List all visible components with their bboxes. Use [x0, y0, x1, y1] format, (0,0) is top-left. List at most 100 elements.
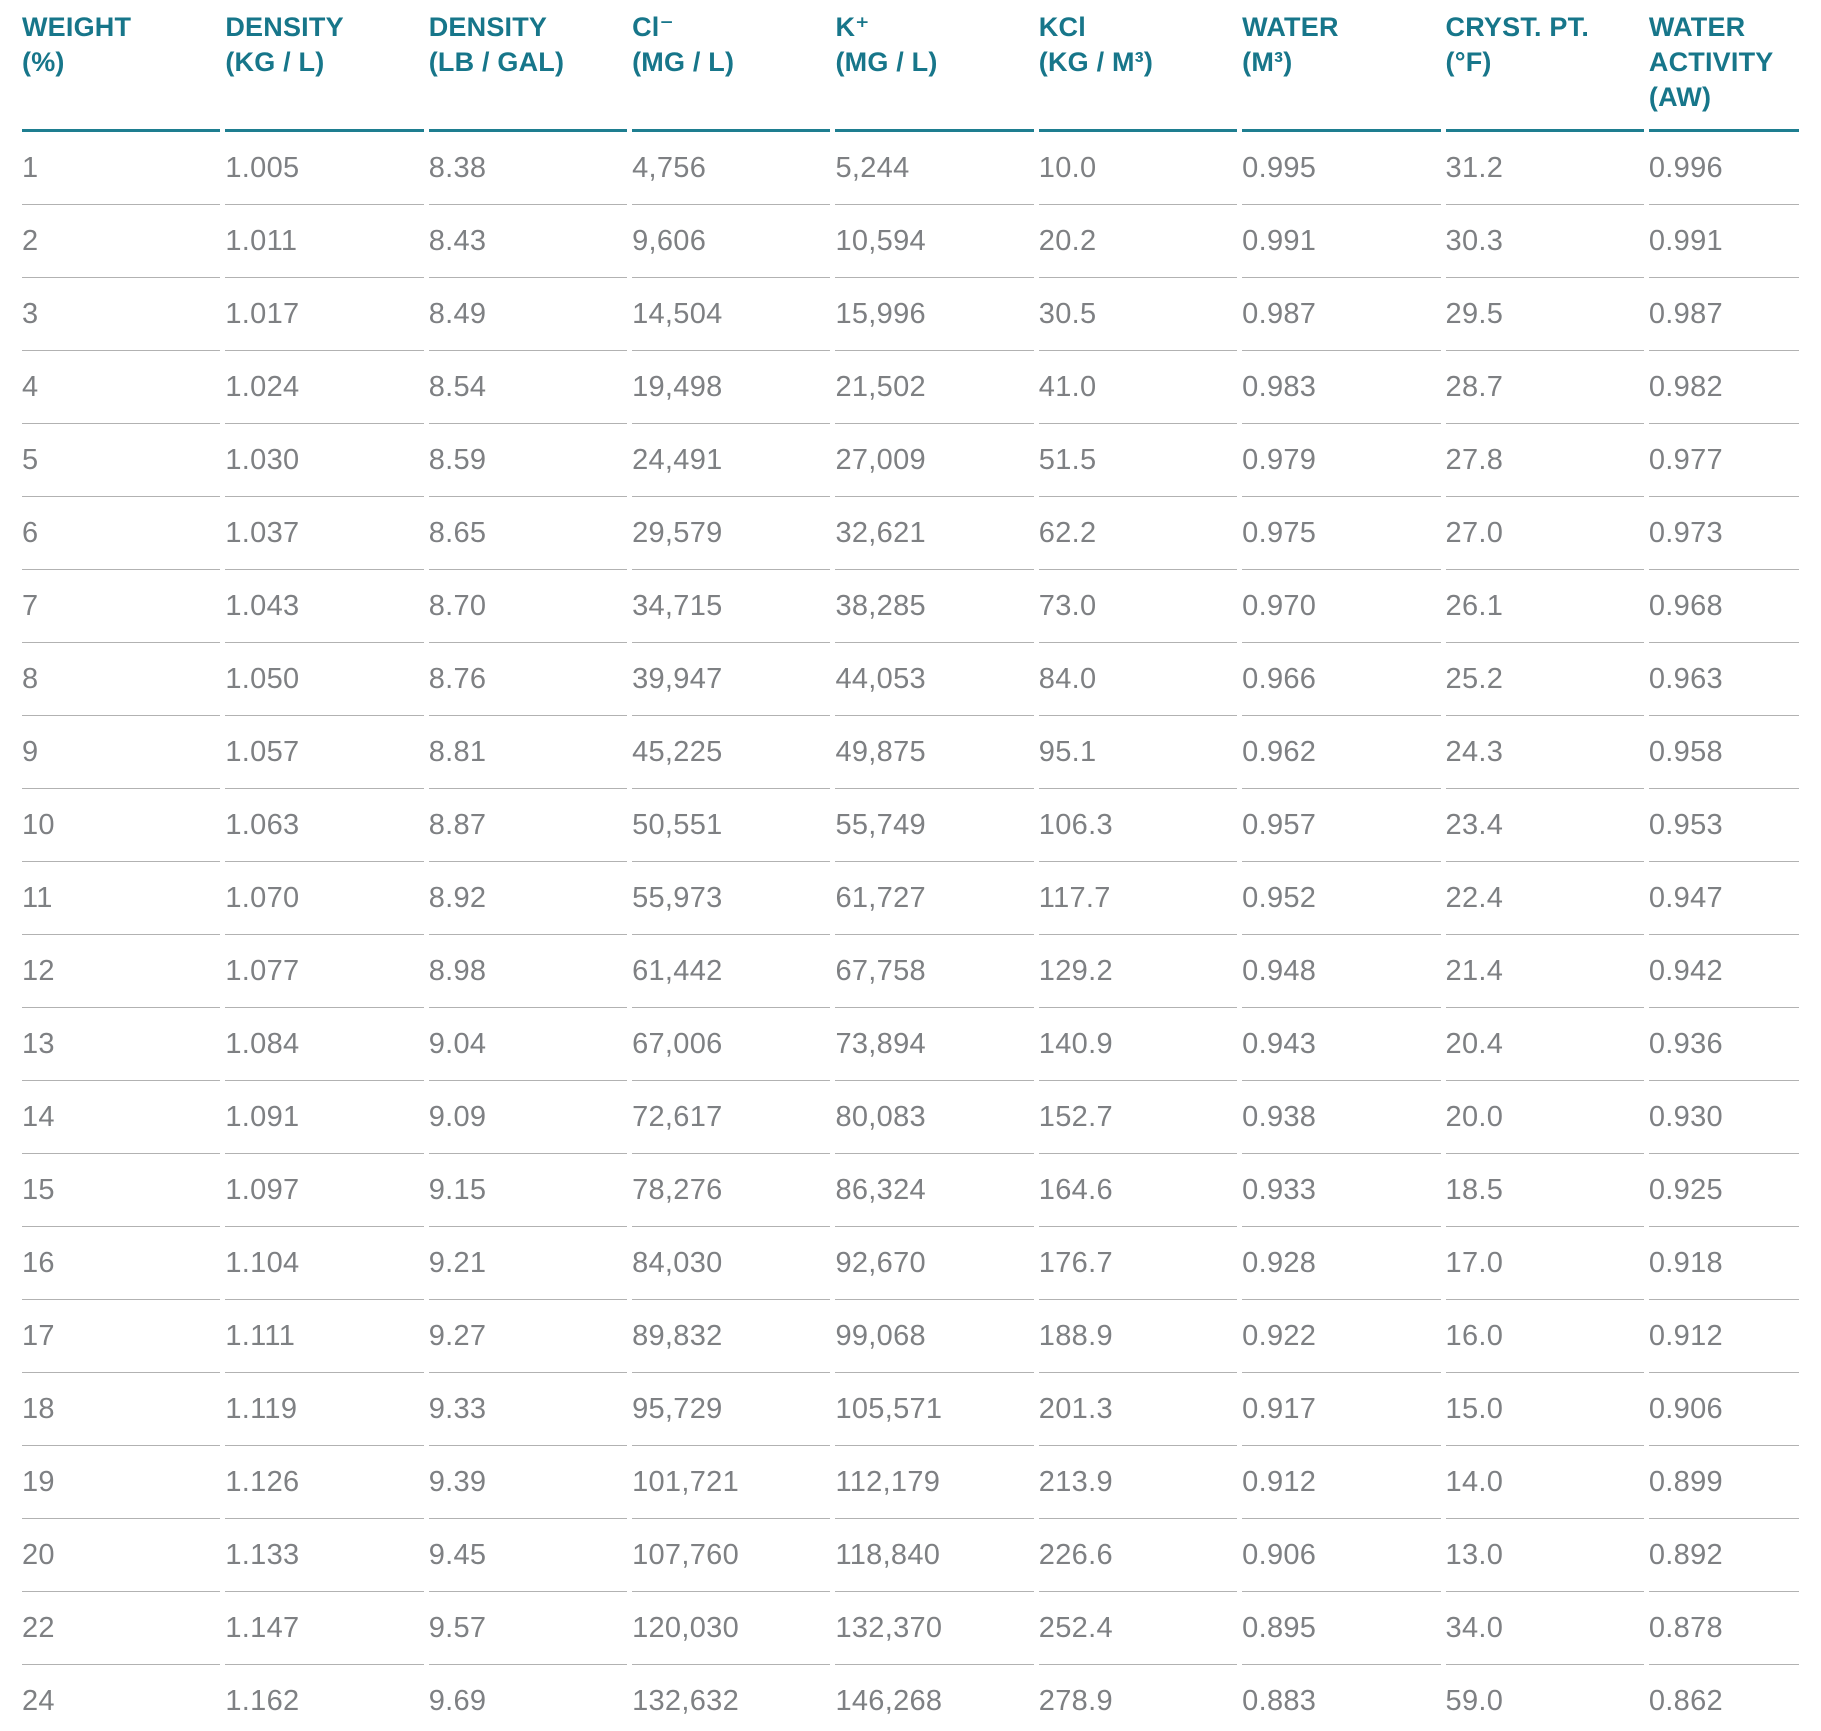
- cell-weight: 24: [22, 1665, 220, 1731]
- cell-k: 10,594: [835, 205, 1034, 278]
- column-header-cryst-pt: CRYST. PT. (°F): [1445, 0, 1644, 132]
- cell-cryst-pt: 16.0: [1445, 1300, 1644, 1373]
- cell-k: 44,053: [835, 643, 1034, 716]
- column-header-cl-line: (MG / L): [632, 47, 735, 77]
- cell-cryst-pt: 26.1: [1445, 570, 1644, 643]
- cell-water: 0.991: [1242, 205, 1441, 278]
- cell-kcl: 41.0: [1038, 351, 1238, 424]
- cell-density-lb-gal: 9.57: [428, 1592, 628, 1665]
- cell-water-activity: 0.968: [1648, 570, 1799, 643]
- cell-density-kg-l: 1.037: [225, 497, 424, 570]
- cell-k: 118,840: [835, 1519, 1034, 1592]
- cell-density-lb-gal: 9.15: [428, 1154, 628, 1227]
- cell-water-activity: 0.918: [1648, 1227, 1799, 1300]
- cell-water: 0.987: [1242, 278, 1441, 351]
- cell-cryst-pt: 34.0: [1445, 1592, 1644, 1665]
- cell-weight: 9: [22, 716, 221, 789]
- cell-k: 112,179: [835, 1446, 1034, 1519]
- cell-water-activity: 0.947: [1648, 862, 1799, 935]
- cell-density-kg-l: 1.057: [225, 716, 424, 789]
- column-header-density-lb-gal-line: (LB / GAL): [428, 47, 565, 77]
- column-header-k-line: (MG / L): [835, 47, 938, 77]
- column-header-water-activity-line: WATER: [1648, 12, 1746, 42]
- cell-cryst-pt: 30.3: [1445, 205, 1644, 278]
- table-row: 11 1.070 8.92 55,973 61,727 117.7 0.952 22.4 0.9…: [22, 862, 1799, 935]
- cell-cryst-pt: 20.4: [1445, 1008, 1644, 1081]
- cell-cryst-pt: 24.3: [1445, 716, 1644, 789]
- cell-weight: 2: [22, 205, 221, 278]
- table-row: 20 1.133 9.45 107,760 118,840 226.6 0.906 13.0 0…: [22, 1519, 1799, 1592]
- cell-density-kg-l: 1.030: [225, 424, 424, 497]
- cell-water: 0.983: [1242, 351, 1441, 424]
- cell-density-kg-l: 1.063: [225, 789, 424, 862]
- cell-kcl: 30.5: [1038, 278, 1238, 351]
- cell-water-activity: 0.982: [1648, 351, 1799, 424]
- cell-density-lb-gal: 9.27: [428, 1300, 628, 1373]
- cell-k: 99,068: [835, 1300, 1034, 1373]
- cell-kcl: 164.6: [1038, 1154, 1238, 1227]
- cell-cryst-pt: 27.8: [1445, 424, 1644, 497]
- cell-density-lb-gal: 9.09: [428, 1081, 628, 1154]
- cell-water-activity: 0.963: [1648, 643, 1799, 716]
- table-row: 15 1.097 9.15 78,276 86,324 164.6 0.933 18.5 0.9…: [22, 1154, 1799, 1227]
- cell-cl: 55,973: [632, 862, 831, 935]
- cell-cl: 34,715: [632, 570, 831, 643]
- cell-kcl: 129.2: [1038, 935, 1238, 1008]
- cell-cryst-pt: 15.0: [1445, 1373, 1644, 1446]
- table-row: 9 1.057 8.81 45,225 49,875 95.1 0.962 24.3 0.958: [22, 716, 1799, 789]
- cell-density-kg-l: 1.091: [225, 1081, 424, 1154]
- cell-weight: 1: [22, 132, 221, 205]
- cell-kcl: 10.0: [1038, 132, 1238, 205]
- cell-k: 32,621: [835, 497, 1034, 570]
- cell-density-lb-gal: 8.38: [428, 132, 628, 205]
- cell-k: 132,370: [835, 1592, 1034, 1665]
- cell-water-activity: 0.973: [1648, 497, 1799, 570]
- cell-k: 21,502: [835, 351, 1034, 424]
- cell-weight: 12: [22, 935, 221, 1008]
- cell-cryst-pt: 18.5: [1445, 1154, 1644, 1227]
- column-header-water-line: (M³): [1242, 47, 1293, 77]
- cell-density-kg-l: 1.084: [225, 1008, 424, 1081]
- header-row: WEIGHT (%) DENSITY (KG / L) DENSITY (LB / GAL…: [22, 0, 1799, 132]
- table-row: 5 1.030 8.59 24,491 27,009 51.5 0.979 27.8 0.977: [22, 424, 1799, 497]
- table-row: 22 1.147 9.57 120,030 132,370 252.4 0.895 34.0 0…: [22, 1592, 1799, 1665]
- cell-cl: 72,617: [632, 1081, 831, 1154]
- cell-water-activity: 0.925: [1648, 1154, 1799, 1227]
- column-header-cryst-pt-line: (°F): [1445, 47, 1492, 77]
- cell-kcl: 188.9: [1038, 1300, 1238, 1373]
- cell-cl: 132,632: [632, 1665, 830, 1731]
- column-header-weight: WEIGHT (%): [22, 0, 221, 132]
- table-row: 17 1.111 9.27 89,832 99,068 188.9 0.922 16.0 0.9…: [22, 1300, 1799, 1373]
- table-row: 14 1.091 9.09 72,617 80,083 152.7 0.938 20.0 0.9…: [22, 1081, 1799, 1154]
- cell-water: 0.952: [1242, 862, 1441, 935]
- cell-density-kg-l: 1.147: [225, 1592, 424, 1665]
- cell-density-kg-l: 1.111: [225, 1300, 424, 1373]
- cell-density-kg-l: 1.133: [225, 1519, 424, 1592]
- column-header-water-activity: WATER ACTIVITY (AW): [1648, 0, 1799, 132]
- cell-density-lb-gal: 8.76: [428, 643, 628, 716]
- cell-kcl: 95.1: [1038, 716, 1238, 789]
- column-header-k-line: K⁺: [835, 12, 870, 42]
- cell-density-kg-l: 1.077: [225, 935, 424, 1008]
- table-row: 24 1.162 9.69 132,632 146,268 278.9 0.883 59.0 0…: [22, 1665, 1799, 1731]
- table-row: 18 1.119 9.33 95,729 105,571 201.3 0.917 15.0 0.…: [22, 1373, 1799, 1446]
- cell-cl: 61,442: [632, 935, 831, 1008]
- cell-cl: 19,498: [632, 351, 831, 424]
- cell-water: 0.928: [1242, 1227, 1441, 1300]
- cell-water: 0.995: [1242, 132, 1441, 205]
- cell-cl: 45,225: [632, 716, 831, 789]
- cell-k: 73,894: [835, 1008, 1034, 1081]
- cell-water-activity: 0.987: [1648, 278, 1799, 351]
- table-header: WEIGHT (%) DENSITY (KG / L) DENSITY (LB / GAL…: [22, 0, 1799, 132]
- cell-cryst-pt: 20.0: [1445, 1081, 1644, 1154]
- cell-water-activity: 0.942: [1648, 935, 1799, 1008]
- cell-density-kg-l: 1.005: [225, 132, 424, 205]
- cell-cl: 89,832: [632, 1300, 831, 1373]
- cell-kcl: 152.7: [1038, 1081, 1238, 1154]
- cell-cryst-pt: 13.0: [1445, 1519, 1644, 1592]
- cell-weight: 18: [22, 1373, 221, 1446]
- cell-water: 0.938: [1242, 1081, 1441, 1154]
- cell-density-kg-l: 1.024: [225, 351, 424, 424]
- column-header-density-kg-l-line: (KG / L): [225, 47, 325, 77]
